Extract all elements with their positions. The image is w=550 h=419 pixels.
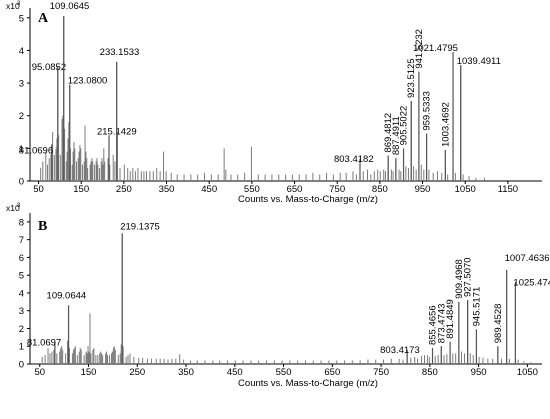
y-tick-label: 7 (19, 235, 24, 246)
peak-label: 803.4182 (334, 154, 374, 165)
y-tick-label: 1 (19, 342, 24, 353)
peak-label: 803.4173 (380, 345, 420, 356)
x-tick-label: 150 (81, 367, 97, 378)
y-scale-factor-label: x10 (6, 203, 20, 213)
peak-label: 1003.4692 (440, 102, 451, 147)
peak-label: 1021.4795 (413, 43, 458, 54)
y-scale-factor-label: x10 (6, 1, 20, 11)
y-tick-label: 2 (19, 111, 24, 122)
y-tick-label: 6 (19, 253, 24, 264)
x-tick-label: 650 (287, 184, 303, 195)
y-tick-label: 0 (19, 177, 24, 188)
peak-label: 81.0697 (27, 338, 61, 349)
x-tick-label: 350 (178, 367, 194, 378)
peak-label: 873.4743 (436, 304, 447, 344)
peak-label: 855.4656 (428, 305, 439, 345)
y-tick-label: 4 (19, 46, 24, 57)
peak-label: 891.4849 (445, 299, 456, 339)
y-tick-label: 5 (19, 271, 24, 282)
y-tick-label: 4 (19, 288, 24, 299)
peak-label: 95.0852 (32, 62, 66, 73)
peak-label: 123.0800 (68, 76, 108, 87)
peak-label: 887.4911 (391, 116, 402, 155)
peak-label: 909.4968 (454, 259, 465, 299)
x-tick-label: 250 (116, 184, 132, 195)
x-axis-title: Counts vs. Mass-to-Charge (m/z) (238, 378, 378, 389)
peak-label: 869.4812 (383, 113, 394, 153)
peak-label: 959.5333 (422, 91, 433, 131)
peak-label: 1039.4911 (457, 56, 501, 67)
peak-label: 81.0696 (19, 145, 53, 156)
peak-label: 927.5070 (463, 257, 474, 297)
x-axis-title: Counts vs. Mass-to-Charge (m/z) (238, 194, 378, 205)
peak-label: 1025.4749 (513, 277, 550, 288)
x-tick-label: 550 (276, 367, 292, 378)
x-tick-label: 350 (159, 184, 175, 195)
y-tick-label: 0 (19, 360, 24, 371)
peak-label: 989.4528 (493, 304, 504, 344)
y-tick-label: 8 (19, 217, 24, 228)
y-tick-label: 3 (19, 79, 24, 90)
x-tick-label: 950 (471, 367, 487, 378)
x-tick-label: 1050 (455, 184, 476, 195)
x-tick-label: 550 (244, 184, 260, 195)
x-tick-label: 750 (373, 367, 389, 378)
peak-label: 109.0644 (47, 290, 87, 301)
x-tick-label: 950 (415, 184, 431, 195)
y-scale-exponent-label: 3 (17, 1, 21, 7)
x-tick-label: 50 (33, 184, 44, 195)
x-tick-label: 450 (201, 184, 217, 195)
y-tick-label: 1 (19, 144, 24, 155)
peak-label: 1007.4636 (505, 253, 550, 264)
x-tick-label: 750 (329, 184, 345, 195)
x-tick-label: 1150 (498, 184, 518, 195)
x-tick-label: 50 (34, 367, 45, 378)
y-scale-exponent-label: 3 (17, 203, 21, 209)
peak-label: 109.0645 (50, 1, 90, 12)
panel-letter-label: A (38, 11, 49, 26)
peak-label: 233.1533 (100, 47, 140, 58)
peak-label: 923.5125 (406, 58, 417, 98)
y-tick-label: 5 (19, 13, 24, 24)
x-tick-label: 850 (422, 367, 438, 378)
x-tick-label: 850 (372, 184, 388, 195)
x-tick-label: 150 (73, 184, 89, 195)
y-tick-label: 3 (19, 306, 24, 317)
peak-label: 219.1375 (120, 221, 160, 232)
x-tick-label: 650 (324, 367, 340, 378)
x-tick-label: 250 (129, 367, 145, 378)
x-tick-label: 450 (227, 367, 243, 378)
y-tick-label: 2 (19, 324, 24, 335)
peak-label: 945.5171 (471, 287, 482, 327)
peak-label: 905.5022 (399, 106, 410, 146)
x-tick-label: 1050 (517, 367, 538, 378)
panel-letter-label: B (38, 219, 47, 234)
peak-label: 941.5232 (414, 29, 425, 69)
